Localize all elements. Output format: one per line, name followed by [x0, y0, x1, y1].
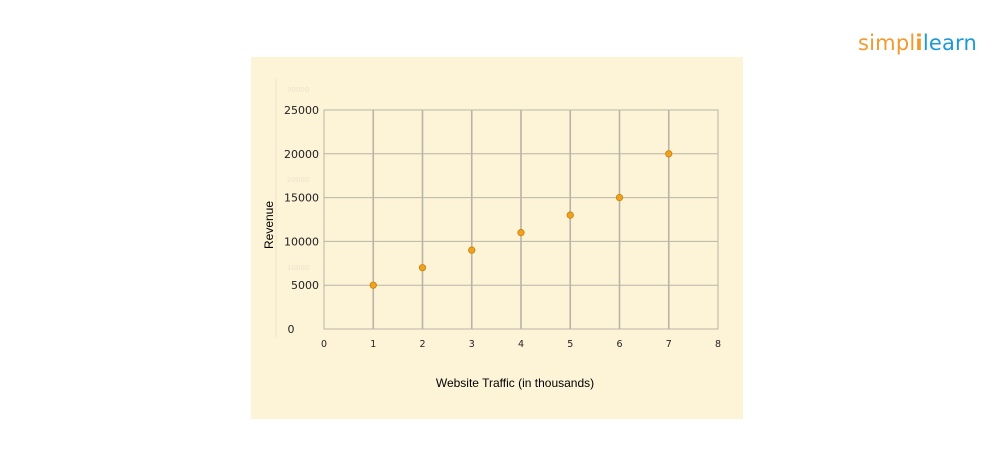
- y-tick-label: 10000: [284, 235, 319, 248]
- logo-text-divider: i: [915, 31, 923, 55]
- y-axis-title: Revenue: [262, 201, 276, 249]
- x-tick-label: 3: [469, 339, 475, 350]
- x-tick-label: 4: [518, 339, 524, 350]
- x-tick-label: 6: [616, 339, 622, 350]
- y-tick-label: 5000: [291, 279, 319, 292]
- y-tick-label: 20000: [284, 148, 319, 161]
- y-tick-label: 15000: [284, 192, 319, 205]
- data-point: [468, 246, 476, 254]
- data-point: [615, 194, 624, 202]
- ghost-y-tick-label: 10000: [287, 264, 309, 272]
- plot-frame: [323, 109, 719, 330]
- x-tick-label: 7: [666, 339, 672, 350]
- ghost-y-tick-label: 20000: [287, 176, 309, 184]
- y-tick-label: 0: [288, 323, 295, 336]
- data-point: [418, 264, 427, 272]
- chart-panel: 30000 20000 10000 0 1 2 3 4 5 6 7 8 0 5000 10000 15000 2…: [251, 57, 743, 419]
- x-tick-label: 5: [567, 339, 573, 350]
- x-tick-label: 2: [419, 339, 425, 350]
- x-tick-label: 8: [715, 339, 721, 350]
- logo-text-learn: learn: [922, 31, 978, 55]
- x-axis-title: Website Traffic (in thousands): [436, 376, 594, 390]
- logo-text-simpl: simpl: [858, 31, 916, 55]
- simplilearn-logo: simplilearn: [858, 28, 977, 58]
- x-tick-label: 1: [370, 339, 376, 350]
- data-point: [369, 281, 377, 289]
- x-tick-label: 0: [321, 339, 327, 350]
- y-tick-label: 25000: [284, 104, 319, 117]
- data-point: [566, 211, 574, 219]
- ghost-y-tick-label: 30000: [287, 86, 309, 94]
- data-point: [665, 150, 673, 158]
- data-point: [517, 229, 525, 237]
- scatter-chart: 30000 20000 10000 0 1 2 3 4 5 6 7 8 0 5000 10000 15000 2…: [251, 57, 743, 419]
